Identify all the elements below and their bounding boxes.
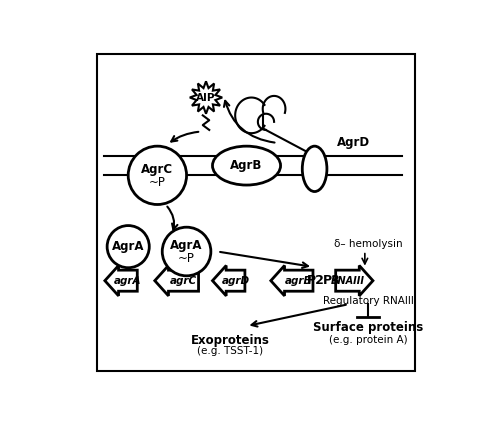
Text: P2: P2 [308, 274, 325, 287]
Text: ~P: ~P [178, 252, 195, 265]
Text: δ– hemolysin: δ– hemolysin [334, 239, 402, 249]
Polygon shape [190, 81, 222, 114]
Text: Surface proteins: Surface proteins [313, 321, 423, 334]
Text: AgrA: AgrA [170, 239, 203, 252]
Circle shape [128, 146, 186, 205]
Text: AgrD: AgrD [338, 136, 370, 149]
Ellipse shape [212, 146, 280, 185]
Text: agrB: agrB [285, 276, 312, 286]
Polygon shape [271, 266, 313, 296]
Polygon shape [155, 266, 198, 296]
Text: AgrC: AgrC [142, 163, 174, 176]
Text: AgrA: AgrA [112, 240, 144, 253]
Text: ~P: ~P [149, 176, 166, 189]
Circle shape [162, 227, 211, 276]
Text: agrA: agrA [114, 276, 141, 286]
Polygon shape [212, 266, 245, 296]
Text: AIP: AIP [196, 93, 216, 103]
Text: Exoproteins: Exoproteins [191, 334, 270, 347]
Circle shape [107, 226, 150, 268]
Polygon shape [336, 266, 373, 296]
Text: agrD: agrD [222, 276, 250, 286]
Text: AgrB: AgrB [230, 159, 262, 172]
Text: agrC: agrC [170, 276, 197, 286]
Text: RNAIII: RNAIII [330, 276, 364, 286]
Text: (e.g. TSST-1): (e.g. TSST-1) [198, 346, 264, 355]
Text: Regulatory RNAIII: Regulatory RNAIII [322, 296, 414, 306]
Polygon shape [105, 266, 138, 296]
Text: P3: P3 [323, 274, 340, 287]
Ellipse shape [302, 146, 327, 192]
Text: (e.g. protein A): (e.g. protein A) [329, 335, 407, 345]
